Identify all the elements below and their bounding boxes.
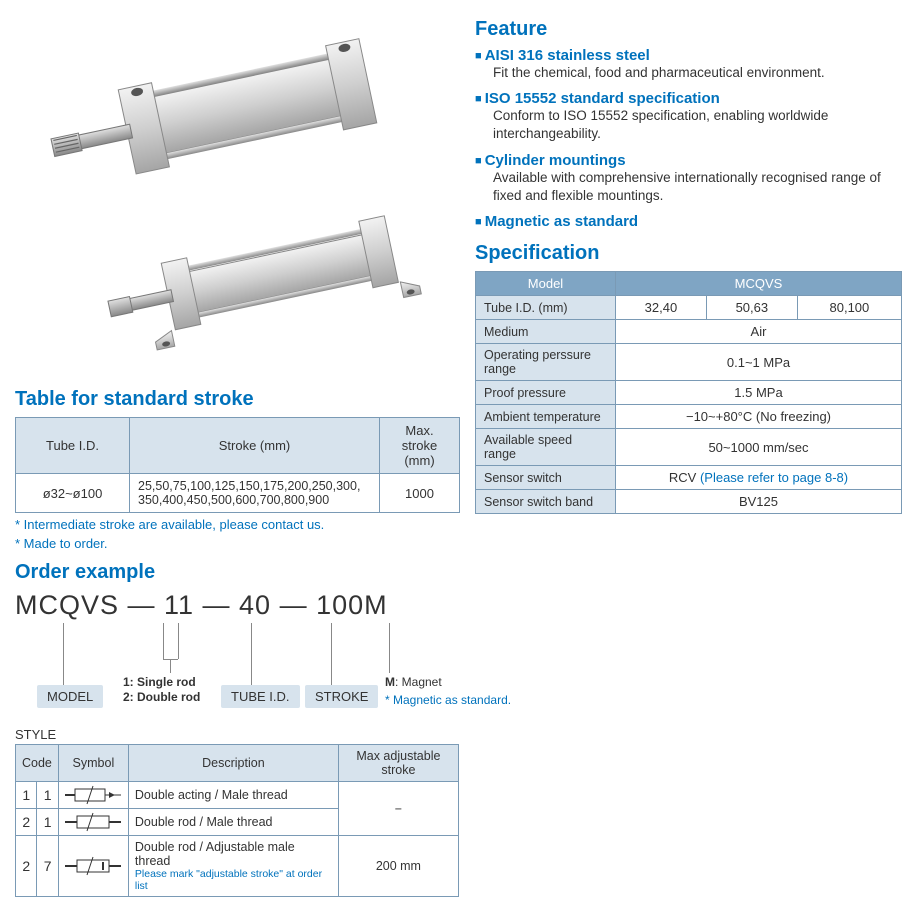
order-label-stroke: STROKE — [305, 685, 378, 708]
style-code1-0: 1 — [16, 782, 37, 809]
stroke-tube: ø32~ø100 — [16, 474, 130, 513]
style-note-2: Please mark "adjustable stroke" at order… — [135, 868, 332, 892]
stroke-list: 25,50,75,100,125,150,175,200,250,300, 35… — [130, 474, 380, 513]
order-style-2: 2: Double rod — [123, 690, 200, 704]
style-symbol-1 — [58, 809, 128, 836]
spec-label-4: Ambient temperature — [476, 405, 616, 429]
spec-label-5: Available speed range — [476, 429, 616, 466]
stroke-th-max: Max. stroke (mm) — [380, 418, 460, 474]
style-desc-0: Double acting / Male thread — [128, 782, 338, 809]
stroke-note-2: * Made to order. — [15, 536, 455, 551]
style-th-code: Code — [16, 745, 59, 782]
spec-span-7: BV125 — [616, 490, 902, 514]
spec-span-6: RCV (Please refer to page 8-8) — [616, 466, 902, 490]
order-magnet-label: : Magnet — [395, 675, 442, 689]
feature-title-0: AISI 316 stainless steel — [475, 47, 902, 64]
stroke-table: Tube I.D. Stroke (mm) Max. stroke (mm) ø… — [15, 417, 460, 513]
spec-heading: Specification — [475, 242, 902, 265]
spec-model-label: Model — [476, 272, 616, 296]
style-table: Code Symbol Description Max adjustable s… — [15, 744, 459, 897]
spec-span-5: 50~1000 mm/sec — [616, 429, 902, 466]
feature-heading: Feature — [475, 18, 902, 41]
style-th-symbol: Symbol — [58, 745, 128, 782]
spec-cell-0-2: 80,100 — [797, 296, 901, 320]
style-symbol-0 — [58, 782, 128, 809]
spec-label-1: Medium — [476, 320, 616, 344]
cylinder-images — [15, 10, 445, 380]
spec-label-3: Proof pressure — [476, 381, 616, 405]
order-label-tube: TUBE I.D. — [221, 685, 300, 708]
style-code1-2: 2 — [16, 836, 37, 897]
stroke-max: 1000 — [380, 474, 460, 513]
feature-desc-1: Conform to ISO 15552 specification, enab… — [493, 107, 902, 143]
order-label-model: MODEL — [37, 685, 103, 708]
spec-label-0: Tube I.D. (mm) — [476, 296, 616, 320]
order-style-1: 1: Single rod — [123, 675, 196, 689]
spec-span-4: −10~+80°C (No freezing) — [616, 405, 902, 429]
style-desc-1: Double rod / Male thread — [128, 809, 338, 836]
style-max-0: − — [338, 782, 458, 836]
style-code2-2: 7 — [37, 836, 58, 897]
style-symbol-2 — [58, 836, 128, 897]
cylinder-large-icon — [35, 10, 435, 210]
order-diagram: MODEL 1: Single rod 2: Double rod TUBE I… — [15, 623, 585, 723]
feature-desc-2: Available with comprehensive internation… — [493, 169, 902, 205]
feature-title-3: Magnetic as standard — [475, 213, 902, 230]
spec-label-6: Sensor switch — [476, 466, 616, 490]
stroke-heading: Table for standard stroke — [15, 388, 455, 411]
feature-title-1: ISO 15552 standard specification — [475, 90, 902, 107]
style-code1-1: 2 — [16, 809, 37, 836]
spec-cell-0-1: 50,63 — [706, 296, 797, 320]
spec-cell-0-0: 32,40 — [616, 296, 707, 320]
stroke-th-tube: Tube I.D. — [16, 418, 130, 474]
stroke-note-1: * Intermediate stroke are available, ple… — [15, 517, 455, 532]
style-max-2: 200 mm — [338, 836, 458, 897]
stroke-th-stroke: Stroke (mm) — [130, 418, 380, 474]
style-th-max: Max adjustable stroke — [338, 745, 458, 782]
spec-model-value: MCQVS — [616, 272, 902, 296]
spec-span-2: 0.1~1 MPa — [616, 344, 902, 381]
cylinder-small-icon — [95, 200, 455, 380]
spec-link-6[interactable]: (Please refer to page 8-8) — [700, 470, 848, 485]
order-magnet-code: M — [385, 675, 395, 689]
feature-title-2: Cylinder mountings — [475, 152, 902, 169]
spec-label-7: Sensor switch band — [476, 490, 616, 514]
order-magnet-note: * Magnetic as standard. — [385, 693, 511, 708]
spec-span-1: Air — [616, 320, 902, 344]
spec-table: Model MCQVS Tube I.D. (mm)32,4050,6380,1… — [475, 271, 902, 514]
style-th-desc: Description — [128, 745, 338, 782]
feature-desc-0: Fit the chemical, food and pharmaceutica… — [493, 64, 902, 82]
style-code2-1: 1 — [37, 809, 58, 836]
style-code2-0: 1 — [37, 782, 58, 809]
style-heading: STYLE — [15, 727, 902, 742]
spec-label-2: Operating perssure range — [476, 344, 616, 381]
style-desc-2: Double rod / Adjustable male threadPleas… — [128, 836, 338, 897]
order-code: MCQVS — 11 — 40 — 100M — [15, 590, 902, 621]
spec-span-3: 1.5 MPa — [616, 381, 902, 405]
order-heading: Order example — [15, 561, 902, 584]
